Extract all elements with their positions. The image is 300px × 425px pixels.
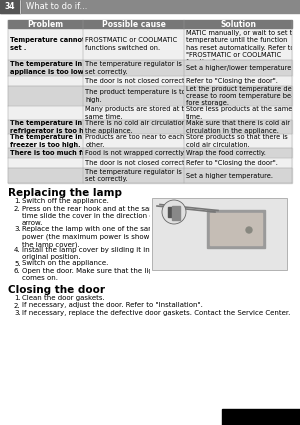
Text: Store products so that there is
cold air circulation.: Store products so that there is cold air… bbox=[186, 134, 288, 147]
Text: 4.: 4. bbox=[14, 246, 21, 252]
Text: Clean the door gaskets.: Clean the door gaskets. bbox=[22, 295, 105, 301]
Text: Solution: Solution bbox=[220, 20, 256, 28]
Bar bbox=[152, 198, 287, 270]
Text: The product temperature is too
high.: The product temperature is too high. bbox=[85, 89, 190, 102]
Text: The temperature in the
refrigerator is too high.: The temperature in the refrigerator is t… bbox=[10, 120, 98, 133]
Bar bbox=[8, 158, 292, 168]
Text: Replacing the lamp: Replacing the lamp bbox=[8, 188, 122, 198]
Text: Let the product temperature de-
crease to room temperature be-
fore storage.: Let the product temperature de- crease t… bbox=[186, 86, 294, 106]
Text: 3.: 3. bbox=[14, 310, 21, 316]
Text: Switch off FROSTMATIC or COOL-
MATIC manually, or wait to set the
temperature un: Switch off FROSTMATIC or COOL- MATIC man… bbox=[186, 23, 300, 65]
Text: If necessary, replace the defective door gaskets. Contact the Service Center.: If necessary, replace the defective door… bbox=[22, 310, 290, 316]
Text: Temperature cannot be
set .: Temperature cannot be set . bbox=[10, 37, 97, 51]
Text: The door is not closed correctly.: The door is not closed correctly. bbox=[85, 160, 192, 166]
Text: 1.: 1. bbox=[14, 198, 21, 204]
Text: Closing the door: Closing the door bbox=[8, 285, 105, 295]
Text: Set a higher temperature.: Set a higher temperature. bbox=[186, 173, 273, 178]
Text: Possible cause: Possible cause bbox=[102, 20, 166, 28]
Text: Switch on the appliance.: Switch on the appliance. bbox=[22, 261, 108, 266]
Text: 3.: 3. bbox=[14, 226, 21, 232]
Text: 5.: 5. bbox=[14, 261, 21, 266]
Text: The door is not closed correctly.: The door is not closed correctly. bbox=[85, 78, 192, 84]
Text: The temperature in the
freezer is too high.: The temperature in the freezer is too hi… bbox=[10, 134, 97, 147]
Text: Install the lamp cover by sliding it into its
original position.: Install the lamp cover by sliding it int… bbox=[22, 246, 167, 260]
Text: Wrap the food correctly.: Wrap the food correctly. bbox=[186, 150, 266, 156]
Text: Press on the rear hook and at the same
time slide the cover in the direction of : Press on the rear hook and at the same t… bbox=[22, 206, 170, 226]
Bar bbox=[0, 0, 20, 13]
Bar bbox=[8, 86, 292, 106]
Text: 1.: 1. bbox=[14, 295, 21, 301]
Text: 6.: 6. bbox=[14, 268, 21, 274]
Bar bbox=[210, 213, 262, 245]
Text: Food is not wrapped correctly.: Food is not wrapped correctly. bbox=[85, 150, 185, 156]
Text: 2.: 2. bbox=[14, 303, 21, 309]
Bar bbox=[172, 206, 180, 220]
Bar bbox=[8, 168, 292, 183]
Bar bbox=[8, 134, 292, 148]
Text: Switch off the appliance.: Switch off the appliance. bbox=[22, 198, 109, 204]
Text: There is too much frost.: There is too much frost. bbox=[10, 150, 99, 156]
Text: 2.: 2. bbox=[14, 206, 21, 212]
Text: Replace the lamp with one of the same
power (the maximum power is shown on
the l: Replace the lamp with one of the same po… bbox=[22, 226, 165, 247]
Text: Products are too near to each
other.: Products are too near to each other. bbox=[85, 134, 184, 147]
Bar bbox=[8, 60, 292, 76]
Text: Open the door. Make sure that the light
comes on.: Open the door. Make sure that the light … bbox=[22, 268, 160, 281]
Text: FROSTMATIC or COOLMATIC
functions switched on.: FROSTMATIC or COOLMATIC functions switch… bbox=[85, 37, 178, 51]
Text: What to do if...: What to do if... bbox=[26, 2, 87, 11]
Text: Store less products at the same
time.: Store less products at the same time. bbox=[186, 106, 292, 119]
Bar bbox=[8, 106, 292, 120]
Text: 34: 34 bbox=[5, 2, 15, 11]
Bar bbox=[8, 28, 292, 60]
Circle shape bbox=[246, 227, 252, 233]
Text: There is no cold air circulation in
the appliance.: There is no cold air circulation in the … bbox=[85, 120, 194, 133]
Text: Refer to "Closing the door".: Refer to "Closing the door". bbox=[186, 78, 278, 84]
Bar bbox=[222, 409, 300, 425]
Circle shape bbox=[162, 200, 186, 224]
Bar bbox=[8, 148, 292, 158]
Text: Set a higher/lower temperature.: Set a higher/lower temperature. bbox=[186, 65, 294, 71]
Bar bbox=[8, 76, 292, 86]
Text: The temperature in the
appliance is too low/high.: The temperature in the appliance is too … bbox=[10, 61, 105, 75]
Text: If necessary, adjust the door. Refer to "Installation".: If necessary, adjust the door. Refer to … bbox=[22, 303, 203, 309]
Bar bbox=[207, 210, 265, 248]
Bar bbox=[8, 120, 292, 134]
Bar bbox=[0, 0, 300, 13]
Text: Problem: Problem bbox=[28, 20, 64, 28]
Text: Refer to "Closing the door".: Refer to "Closing the door". bbox=[186, 160, 278, 166]
Text: The temperature regulator is not
set correctly.: The temperature regulator is not set cor… bbox=[85, 61, 195, 75]
Text: Make sure that there is cold air
circulation in the appliance.: Make sure that there is cold air circula… bbox=[186, 120, 290, 133]
Text: Many products are stored at the
same time.: Many products are stored at the same tim… bbox=[85, 106, 193, 119]
Bar bbox=[8, 20, 292, 28]
Bar bbox=[168, 207, 174, 217]
Text: The temperature regulator is not
set correctly.: The temperature regulator is not set cor… bbox=[85, 169, 195, 182]
